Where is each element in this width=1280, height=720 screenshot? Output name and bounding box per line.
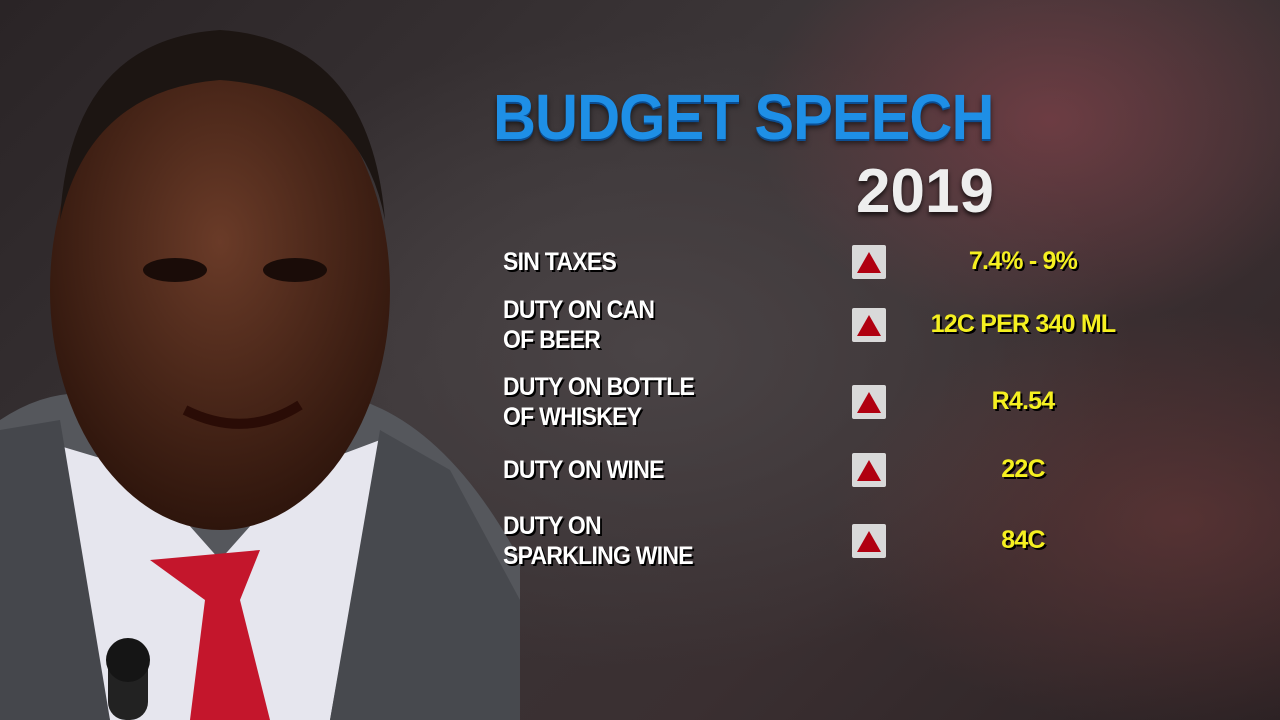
tax-label-line: DUTY ON BOTTLE — [503, 373, 695, 401]
tax-value: R4.54 — [991, 387, 1056, 415]
tax-value: 22C — [1001, 455, 1045, 483]
tax-label: DUTY ON BOTTLE OF WHISKEY — [503, 372, 695, 432]
speaker-photo — [0, 30, 520, 720]
tax-value: 7.4% - 9% — [968, 247, 1078, 275]
up-triangle-icon — [852, 453, 886, 487]
year: 2019 — [856, 157, 994, 226]
up-triangle-icon — [852, 308, 886, 342]
tax-label-line: SIN TAXES — [503, 248, 617, 276]
tax-label-line: OF WHISKEY — [503, 403, 642, 431]
up-triangle-icon — [852, 385, 886, 419]
tax-label: DUTY ON SPARKLING WINE — [503, 511, 694, 571]
tax-label-line: DUTY ON — [503, 512, 602, 540]
tax-label-line: SPARKLING WINE — [503, 542, 694, 570]
tax-label-line: OF BEER — [503, 326, 601, 354]
tax-value: 12C PER 340 ML — [930, 310, 1117, 338]
tax-label: SIN TAXES — [503, 247, 617, 277]
tax-label: DUTY ON WINE — [503, 455, 664, 485]
title: BUDGET SPEECH — [493, 81, 994, 153]
up-triangle-icon — [852, 245, 886, 279]
tax-value: 84C — [1001, 526, 1045, 554]
tax-label-line: DUTY ON WINE — [503, 456, 664, 484]
tax-label: DUTY ON CAN OF BEER — [503, 295, 655, 355]
tax-label-line: DUTY ON CAN — [503, 296, 655, 324]
up-triangle-icon — [852, 524, 886, 558]
